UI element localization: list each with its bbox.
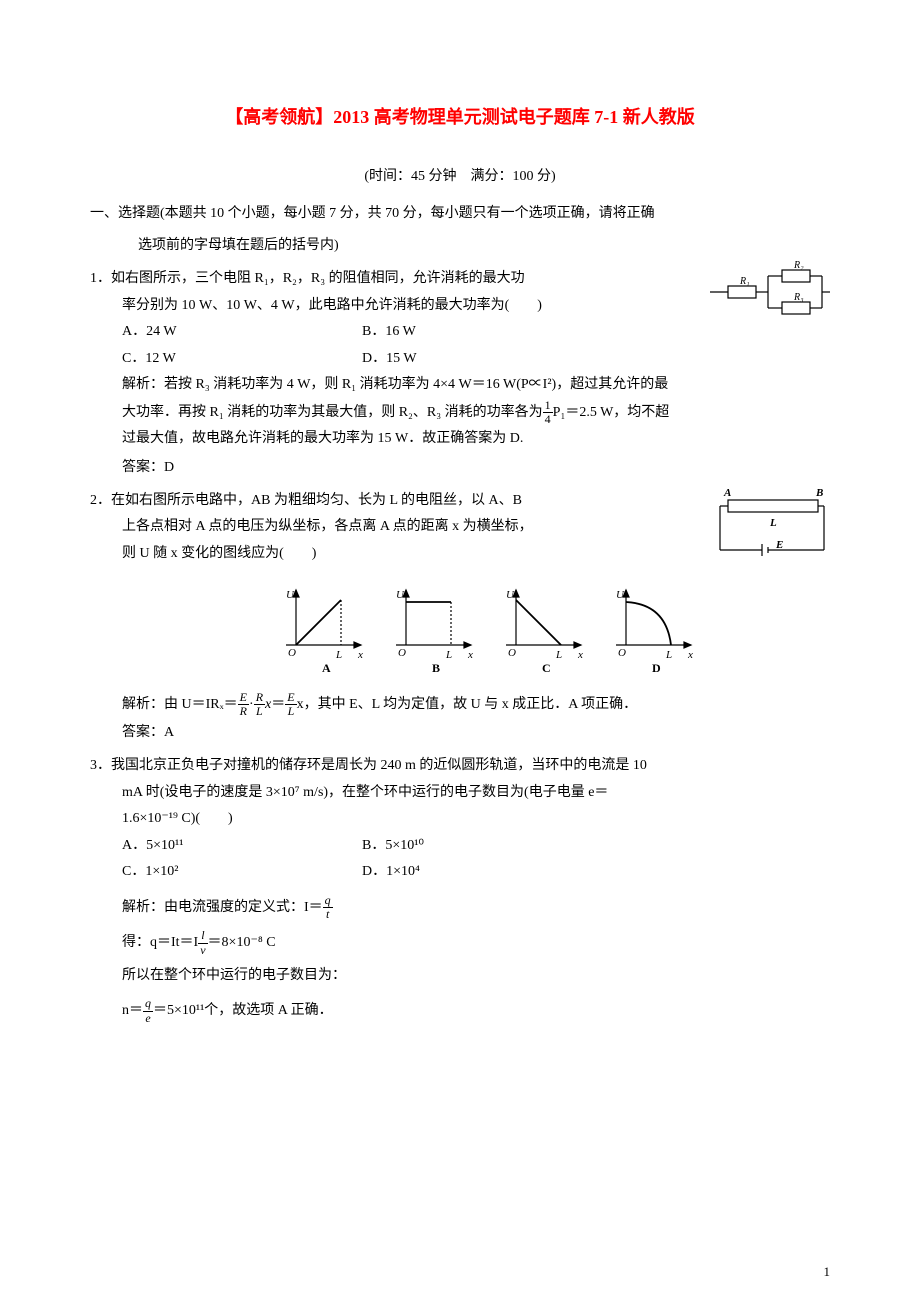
q1-optD: D．15 W: [362, 346, 602, 373]
q1-exp3: 过最大值，故电路允许消耗的最大功率为 15 W．故正确答案为 D.: [122, 426, 830, 453]
svg-text:C: C: [542, 661, 551, 675]
svg-text:R₃: R₃: [793, 292, 804, 303]
q2-answer: 答案：A: [122, 720, 830, 747]
q1-optC: C．12 W: [122, 346, 362, 373]
q1-exp2: 大功率．再按 R₁ 消耗的功率为其最大值，则 R₂、R₃ 消耗的功率各为14P₁…: [122, 399, 830, 427]
svg-text:U: U: [396, 589, 405, 601]
q3-exp1: 解析：由电流强度的定义式：I＝qt: [122, 894, 830, 922]
q2-exp1b: x，其中 E、L 均为定值，故 U 与 x 成正比．A 项正确．: [297, 697, 638, 712]
svg-text:U: U: [616, 589, 625, 601]
q2-circuit-diagram: A B L E: [710, 488, 830, 579]
q3-exp4a: n＝: [122, 1003, 143, 1018]
svg-text:L: L: [335, 649, 342, 661]
section1-head: 一、选择题(本题共 10 个小题，每小题 7 分，共 70 分，每小题只有一个选…: [90, 201, 830, 228]
q3-optC: C．1×10²: [122, 859, 362, 886]
svg-text:x: x: [577, 649, 583, 661]
q3-exp2b: ＝8×10⁻⁸ C: [208, 935, 276, 950]
svg-text:L: L: [769, 517, 777, 529]
frac-q-e: qe: [143, 997, 153, 1024]
svg-text:A: A: [723, 487, 731, 499]
q2-num: 2．: [90, 493, 111, 508]
q2-line1: 在如右图所示电路中，AB 为粗细均匀、长为 L 的电阻丝，以 A、B: [111, 493, 522, 508]
svg-text:R₁: R₁: [739, 276, 750, 287]
svg-text:A: A: [322, 661, 331, 675]
q3-optB: B．5×10¹⁰: [362, 833, 602, 860]
svg-text:D: D: [652, 661, 661, 675]
svg-text:x: x: [357, 649, 363, 661]
q1-optB: B．16 W: [362, 319, 602, 346]
q1-answer: 答案：D: [122, 455, 830, 482]
q1-exp2b: P₁＝2.5 W，均不超: [553, 405, 670, 420]
svg-text:L: L: [555, 649, 562, 661]
q3-exp4b: ＝5×10¹¹个，故选项 A 正确．: [153, 1003, 333, 1018]
frac-R-L: RL: [254, 691, 265, 718]
q3-exp4: n＝qe＝5×10¹¹个，故选项 A 正确．: [122, 997, 830, 1025]
svg-text:B: B: [815, 487, 823, 499]
svg-text:O: O: [618, 647, 626, 659]
frac-1-4: 14: [543, 399, 553, 426]
section1-head-cont: 选项前的字母填在题后的括号内): [90, 233, 830, 260]
doc-subtitle: (时间：45 分钟 满分：100 分): [90, 164, 830, 191]
svg-text:O: O: [508, 647, 516, 659]
svg-text:R₂: R₂: [793, 260, 804, 271]
svg-text:E: E: [775, 539, 783, 551]
q3-line1: 我国北京正负电子对撞机的储存环是周长为 240 m 的近似圆形轨道，当环中的电流…: [111, 758, 647, 773]
svg-text:O: O: [288, 647, 296, 659]
frac-q-t: qt: [323, 894, 333, 921]
q1-optA: A．24 W: [122, 319, 362, 346]
page-number: 1: [824, 1260, 831, 1285]
frac-E-R: ER: [238, 691, 249, 718]
q1-exp2a: 大功率．再按 R₁ 消耗的功率为其最大值，则 R₂、R₃ 消耗的功率各为: [122, 405, 543, 420]
question-2: A B L E 2．在如右图所示电路中，AB 为粗细均匀、长为 L 的电阻丝，以…: [90, 488, 830, 747]
svg-text:L: L: [665, 649, 672, 661]
svg-text:x: x: [687, 649, 693, 661]
q2-graphs: U O L x A U O: [162, 584, 830, 689]
question-1: R₁ R₂ R₃ 1．如右图所示，三个电阻 R₁，R₂，R₃ 的阻值相同，允许消…: [90, 266, 830, 482]
doc-title: 【高考领航】2013 高考物理单元测试电子题库 7-1 新人教版: [90, 100, 830, 134]
svg-text:O: O: [398, 647, 406, 659]
q2-exp1: 解析：由 U＝IRₓ＝ER·RLx＝ELx，其中 E、L 均为定值，故 U 与 …: [122, 691, 830, 719]
q3-line3: 1.6×10⁻¹⁹ C)( ): [122, 806, 830, 833]
q1-circuit-diagram: R₁ R₂ R₃: [710, 266, 830, 329]
q1-line1: 如右图所示，三个电阻 R₁，R₂，R₃ 的阻值相同，允许消耗的最大功: [111, 271, 525, 286]
q3-exp2: 得：q＝It＝Ilv＝8×10⁻⁸ C: [122, 929, 830, 957]
q3-exp3: 所以在整个环中运行的电子数目为：: [122, 963, 830, 990]
question-3: 3．我国北京正负电子对撞机的储存环是周长为 240 m 的近似圆形轨道，当环中的…: [90, 753, 830, 1025]
q3-exp2a: 得：q＝It＝I: [122, 935, 198, 950]
q3-optD: D．1×10⁴: [362, 859, 602, 886]
q3-optA: A．5×10¹¹: [122, 833, 362, 860]
q3-exp1-text: 解析：由电流强度的定义式：I＝: [122, 900, 323, 915]
svg-text:U: U: [506, 589, 515, 601]
frac-E-L: EL: [285, 691, 296, 718]
svg-text:B: B: [432, 661, 440, 675]
q3-num: 3．: [90, 758, 111, 773]
svg-text:x: x: [467, 649, 473, 661]
svg-text:U: U: [286, 589, 295, 601]
q1-num: 1．: [90, 271, 111, 286]
q3-line2: mA 时(设电子的速度是 3×10⁷ m/s)，在整个环中运行的电子数目为(电子…: [122, 780, 830, 807]
svg-text:L: L: [445, 649, 452, 661]
frac-l-v: lv: [198, 929, 207, 956]
q1-exp1: 解析：若按 R₃ 消耗功率为 4 W，则 R₁ 消耗功率为 4×4 W＝16 W…: [122, 372, 830, 399]
q2-exp1a: 解析：由 U＝IRₓ＝: [122, 697, 238, 712]
